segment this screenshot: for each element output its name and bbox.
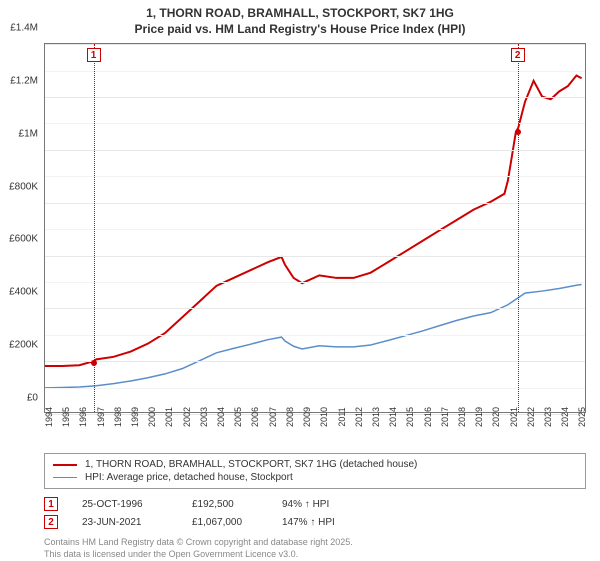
transaction-line-1	[94, 44, 95, 412]
y-tick-label: £200K	[9, 340, 38, 351]
x-tick-label: 1994	[44, 407, 54, 427]
x-tick-label: 2014	[388, 407, 398, 427]
transaction-dot-1	[91, 360, 97, 366]
x-axis: 1994199519961997199819992000200120022003…	[44, 415, 586, 449]
x-tick-label: 1995	[61, 407, 71, 427]
y-tick-label: £800K	[9, 181, 38, 192]
transaction-line-2	[518, 44, 519, 412]
x-tick-label: 2002	[182, 407, 192, 427]
x-tick-label: 1996	[78, 407, 88, 427]
x-tick-label: 1997	[96, 407, 106, 427]
txn-badge-inline: 2	[44, 515, 58, 529]
y-tick-label: £1.4M	[10, 23, 38, 34]
x-tick-label: 2017	[440, 407, 450, 427]
txn-price: £1,067,000	[192, 517, 282, 528]
y-tick-label: £0	[27, 393, 38, 404]
x-tick-label: 2019	[474, 407, 484, 427]
x-tick-label: 2024	[560, 407, 570, 427]
y-tick-label: £400K	[9, 287, 38, 298]
x-tick-label: 2003	[199, 407, 209, 427]
transaction-dot-2	[515, 129, 521, 135]
x-tick-label: 2012	[354, 407, 364, 427]
chart-title-block: 1, THORN ROAD, BRAMHALL, STOCKPORT, SK7 …	[0, 0, 600, 39]
txn-pct: 94% ↑ HPI	[282, 499, 392, 510]
x-tick-label: 2006	[250, 407, 260, 427]
transaction-badge-2: 2	[511, 48, 525, 62]
x-tick-label: 2016	[423, 407, 433, 427]
x-tick-label: 2004	[216, 407, 226, 427]
y-tick-label: £1M	[19, 128, 38, 139]
txn-badge-inline: 1	[44, 497, 58, 511]
x-tick-label: 2020	[491, 407, 501, 427]
x-tick-label: 2010	[319, 407, 329, 427]
x-tick-label: 2008	[285, 407, 295, 427]
y-tick-label: £600K	[9, 234, 38, 245]
x-tick-label: 2023	[543, 407, 553, 427]
x-tick-label: 2011	[337, 408, 347, 427]
x-tick-label: 2015	[405, 407, 415, 427]
transaction-badge-1: 1	[87, 48, 101, 62]
transaction-row-1: 1 25-OCT-1996£192,50094% ↑ HPI	[44, 495, 586, 513]
series-hpi	[45, 285, 582, 388]
title-line-1: 1, THORN ROAD, BRAMHALL, STOCKPORT, SK7 …	[10, 6, 590, 22]
y-tick-label: £1.2M	[10, 75, 38, 86]
series-price_paid	[45, 76, 582, 367]
footer: Contains HM Land Registry data © Crown c…	[44, 537, 586, 560]
footer-line-1: Contains HM Land Registry data © Crown c…	[44, 537, 586, 549]
legend: 1, THORN ROAD, BRAMHALL, STOCKPORT, SK7 …	[44, 453, 586, 489]
x-tick-label: 2018	[457, 407, 467, 427]
x-tick-label: 2009	[302, 407, 312, 427]
x-tick-label: 2000	[147, 407, 157, 427]
x-tick-label: 2025	[577, 407, 587, 427]
footer-line-2: This data is licensed under the Open Gov…	[44, 549, 586, 561]
y-axis: £0£200K£400K£600K£800K£1M£1.2M£1.4M	[0, 28, 42, 398]
x-tick-label: 2021	[509, 407, 519, 427]
x-tick-label: 1998	[113, 407, 123, 427]
txn-pct: 147% ↑ HPI	[282, 517, 392, 528]
txn-date: 23-JUN-2021	[82, 517, 192, 528]
legend-swatch-1	[53, 464, 77, 466]
title-line-2: Price paid vs. HM Land Registry's House …	[10, 22, 590, 38]
transaction-table: 1 25-OCT-1996£192,50094% ↑ HPI 2 23-JUN-202…	[44, 495, 586, 531]
txn-date: 25-OCT-1996	[82, 499, 192, 510]
plot-area: 12	[44, 43, 586, 413]
x-tick-label: 2007	[268, 407, 278, 427]
legend-swatch-2	[53, 477, 77, 478]
x-tick-label: 1999	[130, 407, 140, 427]
x-tick-label: 2005	[233, 407, 243, 427]
txn-price: £192,500	[192, 499, 282, 510]
legend-row-1: 1, THORN ROAD, BRAMHALL, STOCKPORT, SK7 …	[53, 458, 577, 471]
chart-svg	[45, 44, 585, 412]
transaction-row-2: 2 23-JUN-2021£1,067,000147% ↑ HPI	[44, 513, 586, 531]
x-tick-label: 2001	[164, 407, 174, 427]
legend-label-2: HPI: Average price, detached house, Stoc…	[85, 472, 293, 483]
x-tick-label: 2022	[526, 407, 536, 427]
x-tick-label: 2013	[371, 407, 381, 427]
legend-row-2: HPI: Average price, detached house, Stoc…	[53, 471, 577, 484]
legend-label-1: 1, THORN ROAD, BRAMHALL, STOCKPORT, SK7 …	[85, 459, 417, 470]
chart-container: 1, THORN ROAD, BRAMHALL, STOCKPORT, SK7 …	[0, 0, 600, 560]
